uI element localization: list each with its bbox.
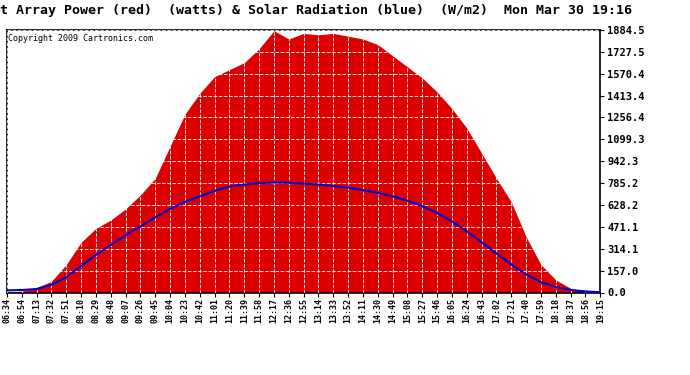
Text: Copyright 2009 Cartronics.com: Copyright 2009 Cartronics.com: [8, 34, 153, 43]
Text: East Array Power (red)  (watts) & Solar Radiation (blue)  (W/m2)  Mon Mar 30 19:: East Array Power (red) (watts) & Solar R…: [0, 4, 631, 17]
